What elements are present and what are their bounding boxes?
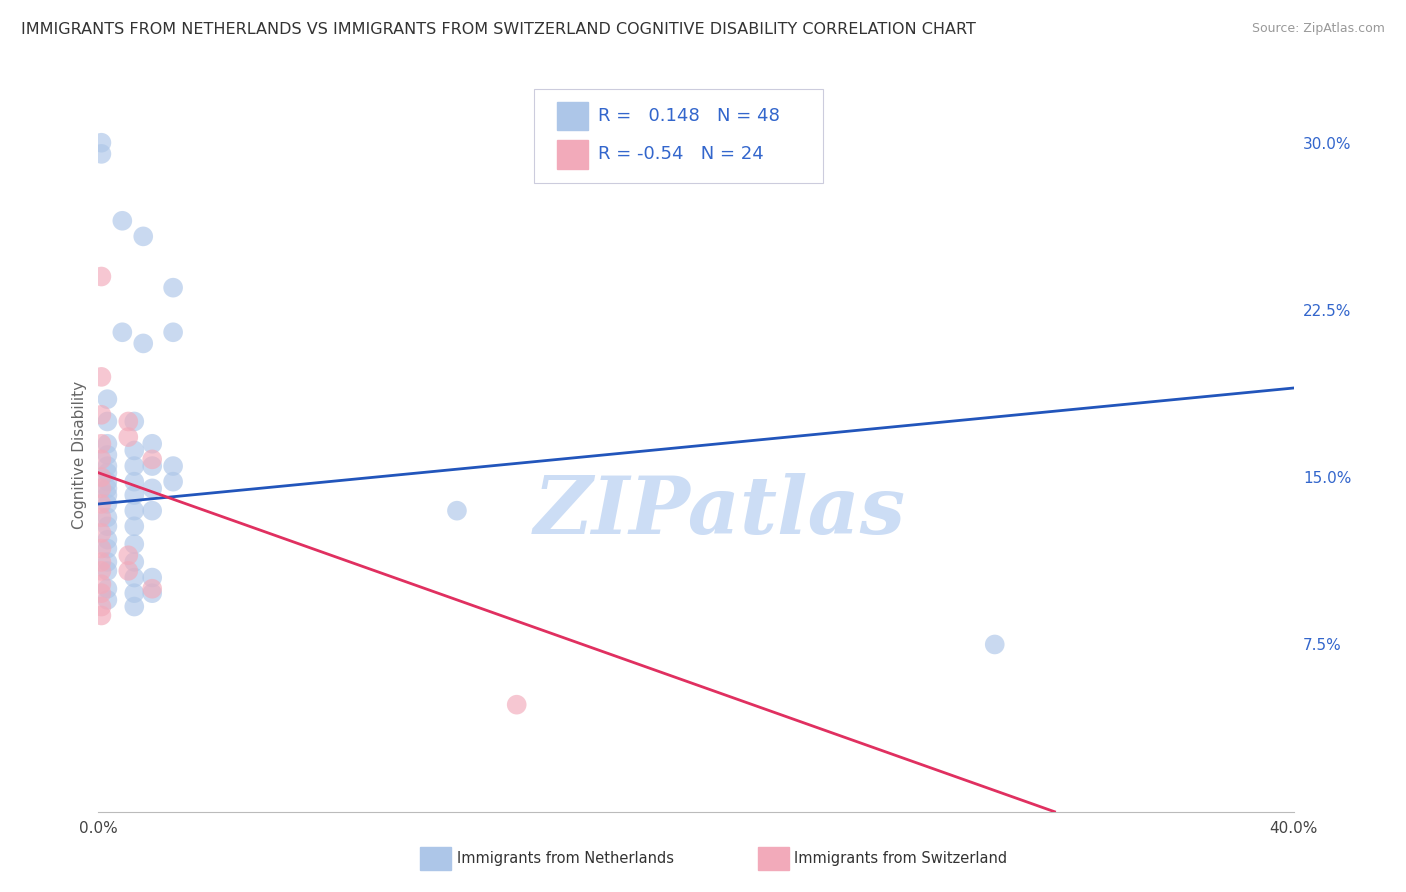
Point: [90, 608, 112, 623]
Point: [90, 497, 112, 511]
Point: [132, 229, 155, 244]
Point: [124, 459, 146, 474]
Point: [90, 452, 112, 467]
Point: [90, 147, 112, 161]
Point: [124, 488, 146, 502]
Point: [124, 586, 146, 600]
Point: [124, 599, 146, 614]
Point: [90, 136, 112, 150]
Text: ZIPatlas: ZIPatlas: [534, 474, 905, 550]
Point: [162, 459, 184, 474]
Text: Immigrants from Switzerland: Immigrants from Switzerland: [794, 851, 1008, 865]
Point: [132, 336, 155, 351]
Point: [162, 475, 184, 489]
Text: Source: ZipAtlas.com: Source: ZipAtlas.com: [1251, 22, 1385, 36]
Point: [90, 526, 112, 541]
Point: [90, 408, 112, 422]
Point: [111, 213, 134, 227]
Point: [124, 555, 146, 569]
Point: [96, 564, 118, 578]
Point: [90, 436, 112, 450]
Text: R = -0.54   N = 24: R = -0.54 N = 24: [598, 145, 763, 163]
Point: [96, 466, 118, 480]
Point: [141, 459, 163, 474]
Point: [90, 586, 112, 600]
Point: [96, 414, 118, 429]
Point: [96, 533, 118, 547]
Point: [96, 541, 118, 556]
Point: [124, 503, 146, 517]
Point: [96, 392, 118, 407]
Point: [90, 564, 112, 578]
Point: [162, 281, 184, 295]
Point: [96, 448, 118, 462]
Point: [90, 555, 112, 569]
Point: [96, 459, 118, 474]
Point: [124, 475, 146, 489]
Point: [111, 325, 134, 339]
Point: [90, 577, 112, 591]
Point: [117, 430, 139, 444]
Point: [90, 599, 112, 614]
Text: IMMIGRANTS FROM NETHERLANDS VS IMMIGRANTS FROM SWITZERLAND COGNITIVE DISABILITY : IMMIGRANTS FROM NETHERLANDS VS IMMIGRANT…: [21, 22, 976, 37]
Point: [90, 269, 112, 284]
Text: Immigrants from Netherlands: Immigrants from Netherlands: [457, 851, 673, 865]
Point: [96, 582, 118, 596]
Point: [162, 325, 184, 339]
Point: [90, 470, 112, 484]
Point: [90, 541, 112, 556]
Point: [96, 555, 118, 569]
Point: [90, 510, 112, 524]
Point: [90, 369, 112, 384]
Point: [117, 414, 139, 429]
Point: [141, 503, 163, 517]
Point: [141, 436, 163, 450]
Point: [96, 488, 118, 502]
Text: R =   0.148   N = 48: R = 0.148 N = 48: [598, 107, 779, 125]
Point: [141, 586, 163, 600]
Point: [141, 571, 163, 585]
Point: [141, 452, 163, 467]
Point: [984, 637, 1007, 651]
Point: [141, 482, 163, 496]
Point: [141, 582, 163, 596]
Point: [117, 564, 139, 578]
Point: [446, 503, 468, 517]
Y-axis label: Cognitive Disability: Cognitive Disability: [72, 381, 87, 529]
Point: [117, 548, 139, 563]
Point: [124, 519, 146, 533]
Point: [96, 497, 118, 511]
Point: [124, 443, 146, 458]
Point: [506, 698, 529, 712]
Point: [96, 519, 118, 533]
Point: [96, 475, 118, 489]
Point: [96, 482, 118, 496]
Point: [124, 571, 146, 585]
Point: [90, 482, 112, 496]
Point: [96, 592, 118, 607]
Point: [124, 537, 146, 551]
Point: [96, 436, 118, 450]
Point: [124, 414, 146, 429]
Point: [96, 510, 118, 524]
